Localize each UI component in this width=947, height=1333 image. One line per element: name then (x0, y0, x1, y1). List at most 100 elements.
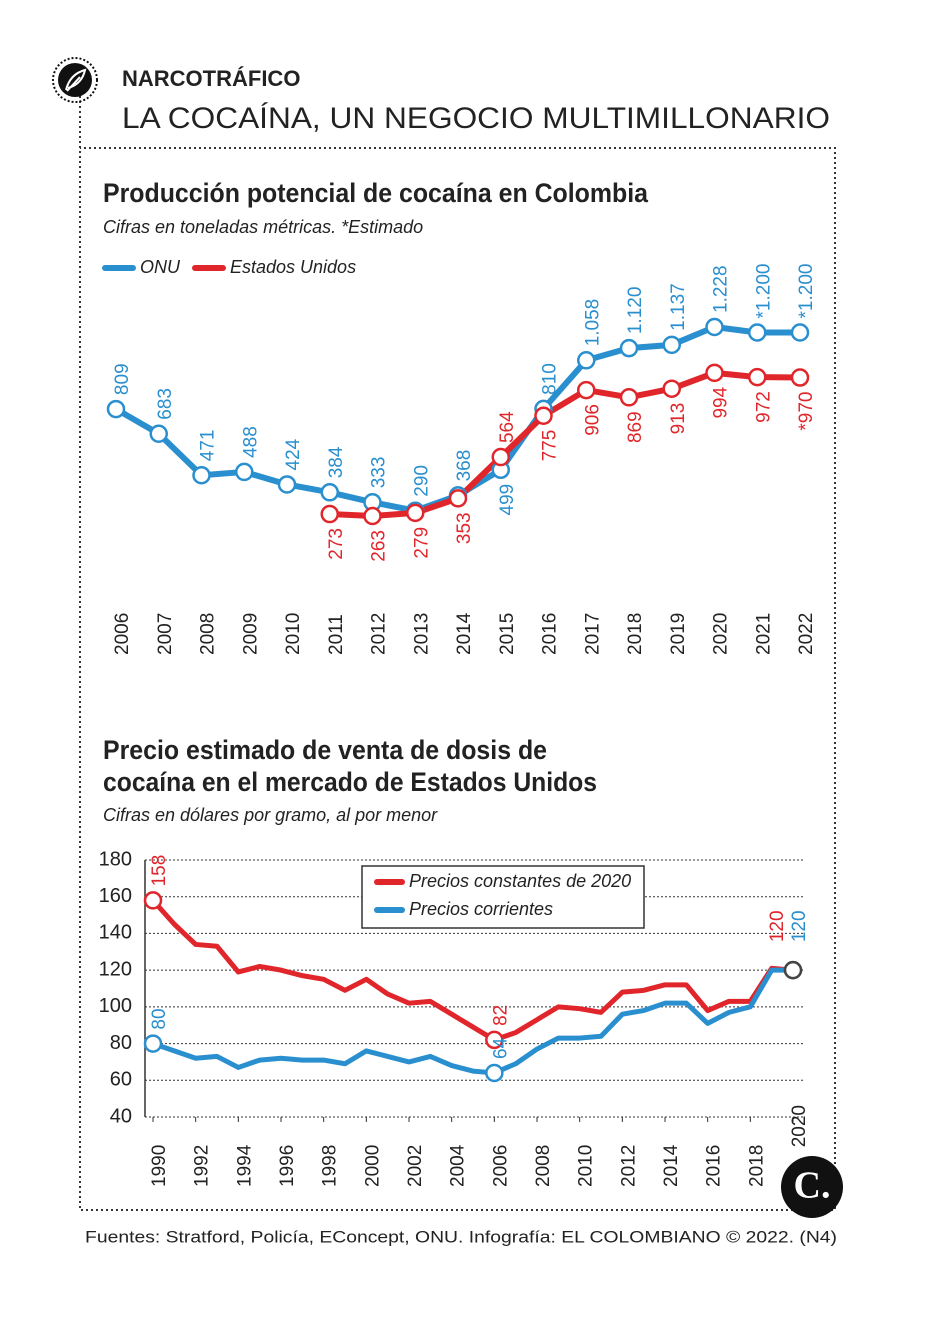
point (143, 891, 163, 910)
point (619, 338, 639, 358)
x-tick-label: 2012 (369, 613, 390, 655)
data-label: 1.228 (711, 265, 732, 313)
x-tick-label: 2009 (240, 613, 261, 655)
data-label: 499 (497, 484, 518, 516)
x-tick-label: 2020 (711, 613, 732, 655)
icon-ring (52, 57, 98, 103)
point (619, 388, 639, 407)
y-tick-label: 40 (110, 1105, 132, 1127)
point (491, 447, 510, 467)
x-tick-label: 2010 (576, 1145, 597, 1187)
logo (781, 1156, 843, 1218)
y-tick-label: 140 (99, 922, 132, 944)
x-tick-label: 2018 (746, 1145, 767, 1187)
x-tick-label: 2004 (448, 1144, 469, 1187)
x-tick-label: 2006 (490, 1145, 511, 1187)
y-tick-label: 80 (110, 1032, 132, 1054)
icon-leaf (65, 68, 87, 92)
point (235, 462, 254, 482)
data-label: 353 (454, 512, 475, 544)
point (192, 466, 211, 485)
legend-label: Precios constantes de 2020 (409, 871, 631, 891)
chart-title: Precio estimado de venta de dosis de coca… (103, 735, 597, 797)
x-tick-label: 1998 (320, 1145, 341, 1187)
x-tick-label: 2006 (112, 613, 133, 655)
x-tick-label: 2011 (326, 614, 347, 655)
data-label: 273 (326, 528, 347, 560)
x-tick-label: 2002 (405, 1145, 426, 1187)
point (577, 380, 596, 400)
x-tick-label: 2017 (582, 613, 603, 655)
x-tick-label: 2013 (411, 613, 432, 655)
point (748, 323, 767, 342)
x-tick-label: 1994 (234, 1144, 255, 1187)
line (152, 967, 793, 1076)
y-tick-label: 60 (110, 1069, 132, 1091)
logo-text: C. (794, 1165, 831, 1207)
chart-title: Producción potencial de cocaína en Colom… (103, 178, 649, 208)
source: Fuentes: Stratford, Policía, EConcept, O… (85, 1227, 837, 1246)
data-label: 775 (540, 430, 561, 462)
line (114, 324, 800, 514)
point (320, 483, 339, 502)
data-label: 906 (582, 404, 603, 436)
y-tick-label: 180 (99, 848, 132, 870)
point (534, 406, 553, 425)
data-label: 279 (411, 527, 432, 559)
data-label: 158 (149, 855, 170, 887)
legend-label: ONU (140, 257, 181, 277)
kicker: NARCOTRÁFICO (122, 66, 300, 91)
x-tick-label: 2022 (796, 613, 817, 655)
data-label: *1.200 (796, 264, 817, 319)
point (705, 317, 724, 337)
x-tick-label: 1992 (192, 1145, 213, 1187)
y-tick-label: 160 (99, 885, 132, 907)
data-label: 384 (326, 446, 347, 478)
data-label: 1.058 (582, 299, 603, 347)
point (662, 335, 681, 355)
legend-label: Precios corrientes (409, 899, 553, 919)
data-label: 120 (767, 910, 788, 942)
legend-label: Estados Unidos (230, 257, 356, 277)
data-label: *970 (796, 392, 817, 431)
point (748, 367, 767, 387)
data-label: 1.137 (668, 283, 689, 331)
x-tick-label: 2008 (533, 1145, 554, 1187)
data-label: 972 (753, 391, 774, 423)
point (577, 351, 596, 370)
line (151, 898, 794, 1043)
point (485, 1063, 504, 1083)
x-tick-label: 2008 (198, 613, 219, 655)
point (783, 960, 803, 980)
data-label: 471 (198, 430, 219, 462)
data-label: *1.200 (753, 264, 774, 319)
data-label: 424 (283, 438, 304, 470)
point (790, 323, 810, 342)
point (320, 504, 339, 524)
data-label: 290 (411, 465, 432, 497)
data-label: 683 (155, 388, 176, 420)
data-label: 64 (490, 1037, 511, 1059)
x-tick-label: 2021 (753, 613, 774, 655)
point (662, 379, 681, 398)
x-tick-label: 2014 (454, 612, 475, 655)
main-title: LA COCAÍNA, UN NEGOCIO MULTIMILLONARIO (122, 102, 830, 135)
point (406, 503, 425, 523)
x-tick-label: 2007 (155, 613, 176, 655)
point (149, 424, 168, 443)
data-label: 333 (369, 457, 390, 489)
point (448, 489, 468, 508)
data-label: 994 (711, 386, 732, 418)
data-label: 809 (112, 363, 133, 395)
data-label: 564 (497, 411, 518, 443)
data-label: 913 (668, 403, 689, 435)
x-tick-label: 2010 (283, 613, 304, 655)
x-tick-label: 2019 (668, 613, 689, 655)
x-tick-label: 2016 (704, 1145, 725, 1187)
x-tick-label: 2000 (362, 1145, 383, 1187)
data-label: 368 (454, 450, 475, 482)
point (790, 368, 810, 387)
point (106, 399, 126, 419)
x-tick-label: 2018 (625, 613, 646, 655)
